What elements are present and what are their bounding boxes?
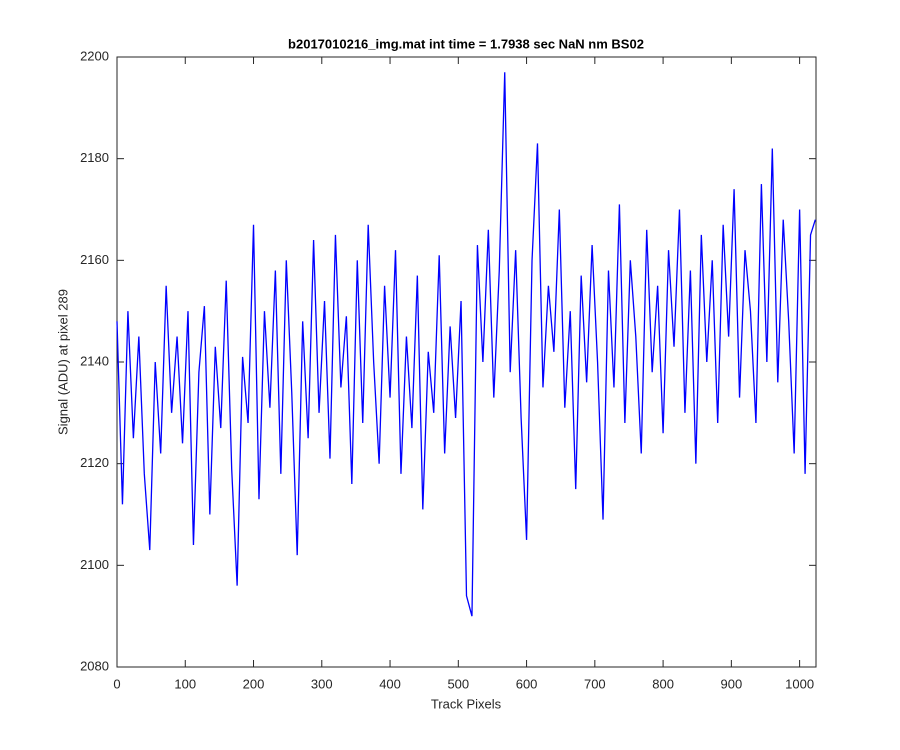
x-tick-label: 800 (652, 676, 674, 691)
data-line (116, 72, 816, 617)
x-tick-label: 400 (379, 676, 401, 691)
y-tick-label: 2180 (80, 150, 109, 165)
x-tick-label: 100 (174, 676, 196, 691)
y-tick-label: 2160 (80, 252, 109, 267)
x-tick-label: 1000 (785, 676, 814, 691)
x-tick-label: 600 (516, 676, 538, 691)
x-tick-label: 900 (721, 676, 743, 691)
x-tick-label: 700 (584, 676, 606, 691)
y-axis-label: Signal (ADU) at pixel 289 (55, 289, 70, 435)
y-tick-label: 2120 (80, 455, 109, 470)
x-axis-label: Track Pixels (431, 696, 502, 711)
y-tick-label: 2200 (80, 48, 109, 63)
x-tick-label: 500 (447, 676, 469, 691)
chart-title: b2017010216_img.mat int time = 1.7938 se… (288, 36, 644, 51)
y-tick-label: 2140 (80, 353, 109, 368)
x-tick-label: 200 (243, 676, 265, 691)
x-tick-label: 300 (311, 676, 333, 691)
y-tick-label: 2100 (80, 557, 109, 572)
x-tick-label: 0 (113, 676, 120, 691)
y-tick-label: 2080 (80, 658, 109, 673)
